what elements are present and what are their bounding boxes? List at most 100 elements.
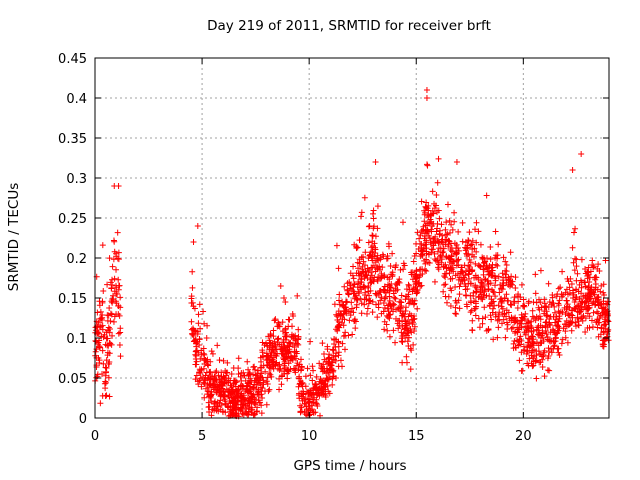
data-point [439,249,446,256]
data-point [538,339,545,346]
data-point [448,221,455,228]
data-point [319,340,326,347]
data-point [383,255,390,262]
data-point [254,389,261,396]
data-point [555,323,562,330]
data-point [485,277,492,284]
data-point [196,301,203,308]
data-point [416,235,423,242]
data-point [361,194,368,201]
data-point [201,361,208,368]
data-point [209,350,216,357]
data-point [468,299,475,306]
data-point [375,304,382,311]
data-point [322,386,329,393]
data-point [558,340,565,347]
data-point [286,316,293,323]
data-point [453,249,460,256]
data-point [408,317,415,324]
data-point [367,276,374,283]
data-point [354,284,361,291]
data-point [230,364,237,371]
data-point [102,369,109,376]
data-point [553,330,560,337]
data-point [427,239,434,246]
data-point [235,371,242,378]
data-point [117,329,124,336]
data-point [240,395,247,402]
data-point [480,292,487,299]
data-point [109,263,116,270]
data-point [391,294,398,301]
data-point [440,288,447,295]
data-point [559,268,566,275]
data-point [313,384,320,391]
data-point [370,207,377,214]
data-point [482,314,489,321]
data-point [528,349,535,356]
data-point [419,251,426,258]
data-point [462,244,469,251]
data-point [266,337,273,344]
data-point [405,334,412,341]
data-point [242,397,249,404]
data-point [458,264,465,271]
data-point [510,340,517,347]
data-point [251,363,258,370]
data-point [366,297,373,304]
data-point [495,312,502,319]
data-point [392,295,399,302]
data-point [298,356,305,363]
data-point [517,341,524,348]
data-point [469,251,476,258]
data-point [251,410,258,417]
data-point [546,367,553,374]
data-point [499,297,506,304]
data-point [384,274,391,281]
data-point [94,329,101,336]
data-point [564,339,571,346]
data-point [462,292,469,299]
data-point [330,347,337,354]
data-point [577,277,584,284]
data-point [329,381,336,388]
data-point [193,343,200,350]
data-point [399,339,406,346]
data-point [496,289,503,296]
data-point [295,326,302,333]
data-point [281,358,288,365]
data-point [352,325,359,332]
data-point [414,305,421,312]
data-point [522,331,529,338]
data-point [191,327,198,334]
data-point [260,362,267,369]
data-point [295,366,302,373]
data-point [285,360,292,367]
data-point [208,412,215,419]
data-point [329,375,336,382]
data-point [408,312,415,319]
data-point [99,347,106,354]
data-point [285,367,292,374]
data-point [113,284,120,291]
data-point [108,311,115,318]
data-point [279,319,286,326]
data-point [308,389,315,396]
data-point [445,241,452,248]
data-point [396,276,403,283]
data-point [467,259,474,266]
data-point [447,303,454,310]
data-point [393,262,400,269]
data-point [592,286,599,293]
data-point [192,351,199,358]
data-point [464,303,471,310]
data-point [378,294,385,301]
data-point [246,380,253,387]
data-point [431,278,438,285]
data-point [358,310,365,317]
data-point [402,293,409,300]
data-point [532,358,539,365]
data-point [328,362,335,369]
data-point [228,394,235,401]
data-point [335,318,342,325]
